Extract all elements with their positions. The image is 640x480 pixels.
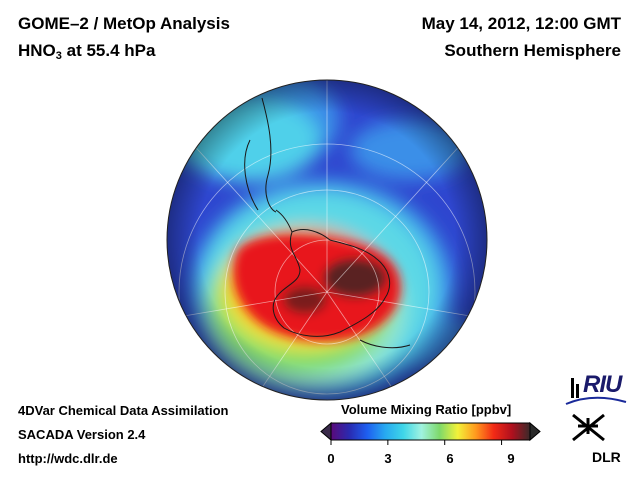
footer-url-label: http://wdc.dlr.de (18, 451, 118, 466)
colorbar-bar (330, 422, 531, 441)
riu-logo-text: RIU (583, 371, 622, 398)
dlr-logo-icon (572, 413, 605, 442)
map-title: GOME–2 / MetOp Analysis (18, 14, 230, 33)
globe-outline (166, 79, 488, 401)
footer-version-label: SACADA Version 2.4 (18, 427, 146, 442)
species-label: HNO3 at 55.4 hPa (18, 41, 156, 62)
hemisphere-label: Southern Hemisphere (444, 41, 621, 60)
colorbar-tick-label: 9 (507, 451, 515, 466)
colorbar-tick-label: 6 (446, 451, 454, 466)
colorbar-min-arrow (320, 421, 332, 442)
dlr-logo-text: DLR (592, 449, 621, 465)
riu-logo-icon (565, 378, 627, 405)
colorbar-tick-label: 3 (384, 451, 392, 466)
colorbar-tick-label: 0 (327, 451, 335, 466)
colorbar-max-arrow (529, 421, 541, 442)
colorbar-title: Volume Mixing Ratio [ppbv] (341, 402, 512, 417)
colorbar (320, 421, 541, 445)
globe (167, 80, 487, 400)
date-label: May 14, 2012, 12:00 GMT (421, 14, 621, 33)
footer-method-label: 4DVar Chemical Data Assimilation (18, 403, 229, 418)
